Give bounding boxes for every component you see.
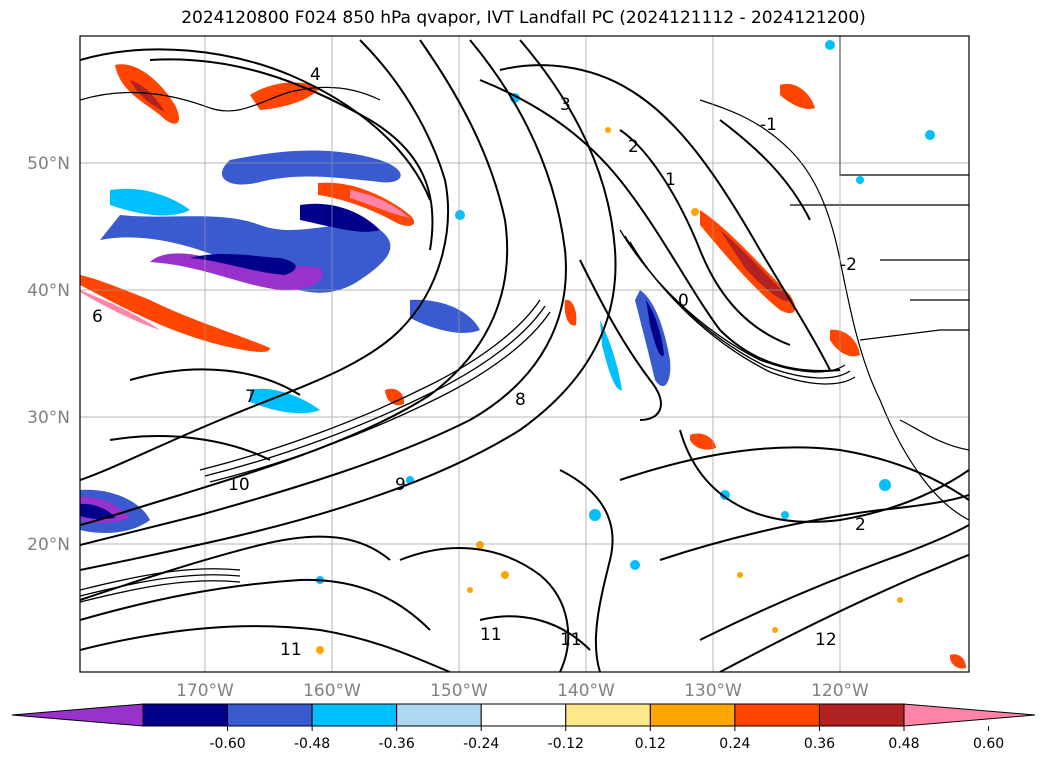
colorbar-tick-label: 0.60 [973,736,1004,752]
lon-label-170w: 170°W [176,681,234,701]
colorbar-tick-label: -0.12 [548,736,584,752]
colorbar-tick-label: -0.36 [379,736,415,752]
contour-label: 4 [310,65,321,85]
lon-label-140w: 140°W [557,681,615,701]
lon-label-130w: 130°W [684,681,742,701]
contour-label: 0 [678,291,689,311]
map-frame [79,35,970,673]
colorbar-segment [649,703,736,727]
contour-label: 8 [515,390,526,410]
lon-label-120w: 120°W [811,681,869,701]
map-panel [80,36,969,672]
contour-label: 11 [480,625,502,645]
colorbar-tick-label: -0.48 [294,736,330,752]
colorbar-segment [818,703,905,727]
contour-label: 10 [228,475,250,495]
lon-label-160w: 160°W [303,681,361,701]
colorbar-segment [227,703,313,727]
contour-label: 12 [815,630,837,650]
gridlines [80,36,969,672]
colorbar-segment [311,703,398,727]
colorbar-ticks: -0.60 -0.48 -0.36 -0.24 -0.12 0.12 0.24 0.36 0.4… [209,726,1004,752]
contour-label: 2 [628,137,639,157]
colorbar-tick-label: 0.12 [635,736,666,752]
lat-label-20n: 20°N [27,535,70,555]
colorbar-extend-min [11,703,144,727]
contour-label: 3 [560,95,571,115]
colorbar-segment [396,703,482,727]
lat-label-30n: 30°N [27,408,70,428]
colorbar-segment [480,703,567,727]
colorbar-tick-label: 0.36 [804,736,835,752]
contour-label: -2 [840,255,857,275]
contour-label: 7 [245,387,256,407]
contour-label: 1 [665,170,676,190]
lon-label-150w: 150°W [430,681,488,701]
contour-label: 11 [280,640,302,660]
colorbar-tick-label: -0.60 [209,736,245,752]
contour-label: 11 [560,630,582,650]
lon-labels: 170°W 160°W 150°W 140°W 130°W 120°W [176,681,869,701]
colorbar-segment [734,703,820,727]
colorbar-segment [565,703,651,727]
colorbar-tick-label: 0.48 [888,736,919,752]
colorbar-tick-label: 0.24 [719,736,750,752]
lat-label-50n: 50°N [27,154,70,174]
lat-label-40n: 40°N [27,281,70,301]
shaded-field [80,40,966,669]
map-title: 2024120800 F024 850 hPa qvapor, IVT Land… [181,8,866,28]
contour-labels: 4 3 2 1 0 -1 -2 6 7 8 9 10 11 12 11 11 2 [92,65,866,660]
colorbar-tick-label: -0.24 [463,736,499,752]
contour-label: -1 [760,115,777,135]
colorbar-segment [142,703,229,727]
contours-dense [80,229,856,603]
colorbar-extend-max [903,703,1036,727]
contour-label: 9 [395,475,406,495]
contour-label: 2 [855,515,866,535]
colorbar [11,703,1036,727]
lat-labels: 50°N 40°N 30°N 20°N [27,154,70,555]
contours [80,39,969,672]
contour-label: 6 [92,307,103,327]
